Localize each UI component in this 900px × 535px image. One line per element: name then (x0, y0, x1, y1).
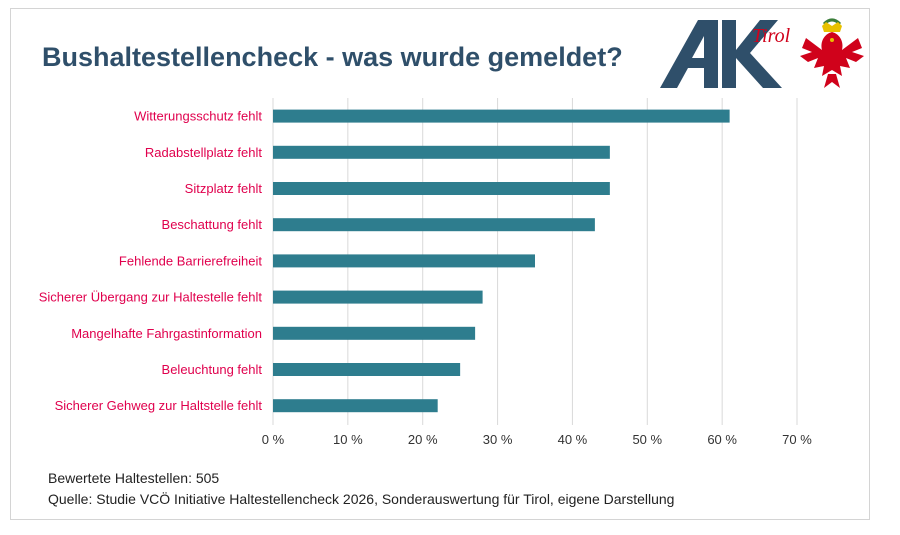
category-label: Sitzplatz fehlt (185, 181, 263, 196)
x-tick-label: 20 % (408, 432, 438, 447)
x-tick-label: 70 % (782, 432, 812, 447)
source-note: Quelle: Studie VCÖ Initiative Haltestell… (48, 491, 675, 507)
bar (273, 326, 476, 340)
x-tick-label: 50 % (632, 432, 662, 447)
bar (273, 109, 730, 123)
category-label: Witterungsschutz fehlt (134, 109, 262, 124)
bar (273, 363, 461, 376)
category-label: Mangelhafte Fahrgastinformation (71, 326, 262, 341)
category-label: Beleuchtung fehlt (162, 362, 263, 377)
category-label: Sicherer Gehweg zur Haltstelle fehlt (55, 398, 263, 413)
x-tick-label: 30 % (483, 432, 513, 447)
tirol-text: Tirol (752, 25, 791, 47)
bar (273, 218, 595, 232)
bar (273, 290, 483, 304)
tyrol-eagle-icon (800, 18, 864, 88)
chart-title: Bushaltestellencheck - was wurde gemelde… (42, 42, 623, 72)
category-label: Radabstellplatz fehlt (145, 145, 262, 160)
bar (273, 145, 610, 159)
x-tick-label: 0 % (262, 432, 285, 447)
category-label: Sicherer Übergang zur Haltestelle fehlt (39, 290, 263, 305)
x-tick-label: 10 % (333, 432, 363, 447)
bar (273, 254, 535, 268)
x-tick-label: 40 % (558, 432, 588, 447)
bar (273, 399, 438, 413)
bar (273, 182, 610, 195)
category-label: Beschattung fehlt (162, 217, 263, 232)
x-tick-label: 60 % (707, 432, 737, 447)
ak-tirol-logo: Tirol (660, 20, 791, 88)
sample-count-note: Bewertete Haltestellen: 505 (48, 470, 220, 486)
category-label: Fehlende Barrierefreiheit (119, 253, 262, 268)
